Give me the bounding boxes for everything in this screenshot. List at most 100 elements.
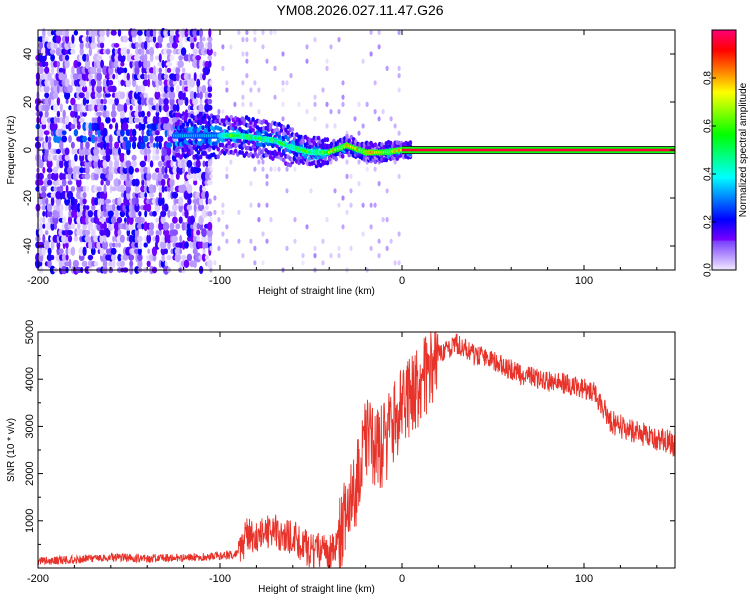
heatmap-cell <box>349 188 353 194</box>
heatmap-cell <box>161 185 165 193</box>
heatmap-cell <box>117 197 122 206</box>
heatmap-cell <box>39 78 43 88</box>
heatmap-cell <box>201 234 207 243</box>
heatmap-cell <box>269 29 273 35</box>
heatmap-cell <box>177 60 184 68</box>
heatmap-cell <box>146 203 152 213</box>
heatmap-cell <box>171 42 178 49</box>
colorbar-swatch <box>712 102 736 105</box>
heatmap-cell <box>303 154 308 159</box>
colorbar-swatch <box>712 106 736 109</box>
heatmap-cell <box>241 80 245 86</box>
heatmap-cell <box>52 154 59 161</box>
heatmap-cell <box>82 135 87 143</box>
heatmap-cell <box>126 72 130 81</box>
heatmap-cell <box>293 217 297 223</box>
heatmap-cell <box>119 91 126 100</box>
heatmap-cell <box>100 99 104 104</box>
heatmap-cell <box>80 192 84 198</box>
heatmap-cell <box>206 180 213 186</box>
heatmap-cell <box>39 261 43 267</box>
heatmap-cell <box>50 196 55 206</box>
heatmap-cell <box>155 103 160 113</box>
heatmap-cell <box>205 190 209 200</box>
heatmap-cell <box>41 115 47 125</box>
colorbar-label: Normalized spectral amplitude <box>738 82 749 217</box>
heatmap-cell <box>201 208 207 219</box>
heatmap-cell <box>96 55 103 61</box>
heatmap-cell <box>93 153 100 162</box>
heatmap-cell <box>397 29 401 35</box>
heatmap-cell <box>135 124 139 129</box>
heatmap-cell <box>144 53 148 63</box>
heatmap-cell <box>155 148 160 155</box>
heatmap-cell <box>110 247 117 255</box>
heatmap-cell <box>186 191 193 199</box>
heatmap-cell <box>265 202 269 208</box>
heatmap-cell <box>134 184 140 194</box>
heatmap-cell <box>269 217 273 223</box>
heatmap-cell <box>158 229 162 236</box>
heatmap-cell <box>102 171 108 182</box>
heatmap-cell <box>207 198 212 205</box>
heatmap-cell <box>44 36 49 42</box>
colorbar-swatch <box>712 68 736 71</box>
heatmap-cell <box>56 240 61 250</box>
heatmap-cell <box>229 44 233 50</box>
colorbar: 0.0 0.2 0.4 0.6 0.8 Normalized spectral ampli… <box>703 29 749 277</box>
heatmap-cell <box>56 84 60 94</box>
heatmap-cell <box>279 127 284 133</box>
heatmap-cell <box>70 186 76 192</box>
colorbar-swatch <box>712 120 736 123</box>
heatmap-cell <box>166 186 172 192</box>
heatmap-cell <box>43 104 50 112</box>
heatmap-cell <box>139 141 146 150</box>
heatmap-cell <box>58 67 64 73</box>
heatmap-cell <box>166 48 172 55</box>
heatmap-cell <box>135 196 139 207</box>
heatmap-cell <box>245 37 249 43</box>
heatmap-cell <box>153 65 156 76</box>
heatmap-cell <box>144 153 148 162</box>
heatmap-cell <box>65 123 69 130</box>
heatmap-cell <box>187 198 192 205</box>
heatmap-cell <box>105 116 111 124</box>
heatmap-cell <box>56 110 61 118</box>
heatmap-cell <box>349 245 353 251</box>
heatmap-cell <box>172 165 178 175</box>
heatmap-cell <box>83 129 87 137</box>
heatmap-cell <box>225 238 229 244</box>
heatmap-cell <box>102 98 108 105</box>
heatmap-cell <box>393 159 397 165</box>
heatmap-cell <box>221 202 225 208</box>
heatmap-cell <box>67 180 73 186</box>
heatmap-cell <box>41 61 47 68</box>
heatmap-cell <box>94 129 98 136</box>
heatmap-cell <box>325 58 329 64</box>
colorbar-swatch <box>712 96 736 99</box>
heatmap-cell <box>221 109 225 115</box>
heatmap-cell <box>93 197 99 206</box>
heatmap-cell <box>53 41 58 50</box>
heatmap-cell <box>179 234 183 243</box>
heatmap-cell <box>109 242 113 248</box>
heatmap-cell <box>111 92 116 98</box>
heatmap-cell <box>187 85 192 93</box>
heatmap-cell <box>111 117 116 123</box>
heatmap-cell <box>157 160 163 167</box>
heatmap-cell <box>102 259 108 269</box>
heatmap-cell <box>99 217 106 223</box>
heatmap-cell <box>134 178 140 187</box>
heatmap-cell <box>213 209 217 215</box>
heatmap-cell <box>102 203 108 212</box>
heatmap-cell <box>76 216 82 224</box>
y-tick-label: 2000 <box>24 461 36 485</box>
heatmap-cell <box>251 117 255 122</box>
heatmap-cell <box>44 92 50 99</box>
heatmap-cell <box>208 28 212 38</box>
heatmap-cell <box>116 216 123 224</box>
heatmap-cell <box>181 254 187 261</box>
heatmap-cell <box>144 146 148 157</box>
heatmap-cell <box>105 248 110 255</box>
heatmap-cell <box>397 73 401 79</box>
